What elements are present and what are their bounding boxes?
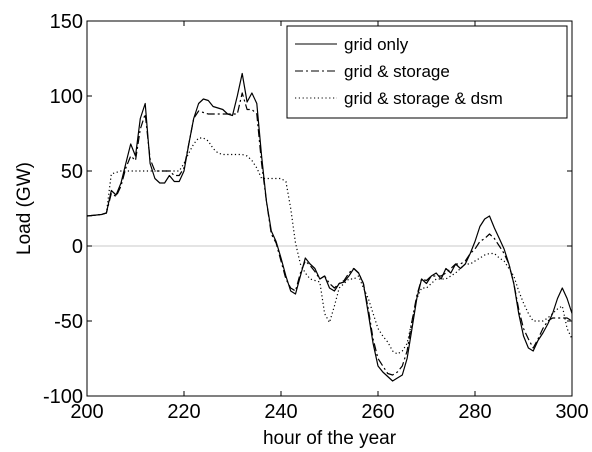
legend-box — [286, 25, 568, 119]
y-tick-label: -100 — [43, 386, 83, 408]
y-tick-label: 100 — [50, 86, 83, 108]
legend-label-grid-storage: grid & storage — [344, 62, 450, 81]
y-tick-label: 0 — [72, 236, 83, 258]
series-line-grid-storage-dsm — [86, 137, 573, 355]
series-layer — [86, 72, 573, 382]
series-line-grid-only — [86, 72, 573, 382]
y-tick-label: 150 — [50, 11, 83, 33]
legend-label-grid-only: grid only — [344, 35, 409, 54]
x-tick-label: 260 — [361, 401, 394, 423]
legend: grid only grid & storage grid & storage … — [286, 25, 568, 119]
plot-area-frame — [86, 20, 573, 397]
x-tick-label: 200 — [70, 401, 103, 423]
x-axis-label: hour of the year — [263, 428, 397, 449]
y-tick-label: 50 — [61, 161, 83, 183]
y-axis-label: Load (GW) — [14, 162, 35, 255]
series-line-grid-storage — [86, 92, 573, 376]
axis-ticks: 200 220 240 260 280 300 -100 -50 0 50 100 150 — [43, 11, 589, 423]
legend-label-grid-storage-dsm: grid & storage & dsm — [344, 89, 503, 108]
x-tick-label: 300 — [555, 401, 588, 423]
x-tick-label: 220 — [167, 401, 200, 423]
x-tick-label: 240 — [264, 401, 297, 423]
y-tick-label: -50 — [54, 311, 83, 333]
x-tick-label: 280 — [458, 401, 491, 423]
